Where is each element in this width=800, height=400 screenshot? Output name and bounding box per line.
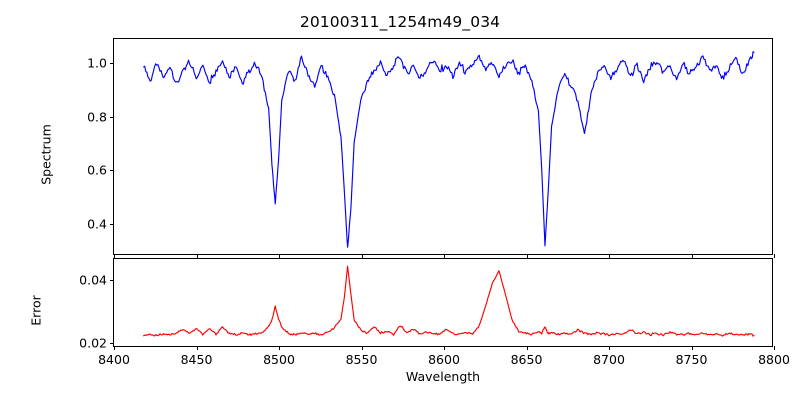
spectrum-y-tick-label: 0.4	[87, 216, 107, 232]
spectrum-y-tick	[110, 116, 114, 118]
x-tick-label: 8450	[180, 352, 213, 367]
spectrum-y-axis-label: Spectrum	[38, 124, 54, 185]
error-y-axis-label: Error	[28, 295, 44, 326]
spectrum-x-tick	[609, 254, 610, 258]
x-tick-label: 8800	[758, 352, 790, 367]
spectrum-plot-area	[114, 39, 772, 254]
spectrum-axes: 0.4 0.6 0.8 1.0	[87, 38, 775, 258]
error-x-tick	[774, 346, 775, 350]
error-y-tick	[110, 279, 114, 281]
spectrum-x-tick	[361, 254, 363, 258]
error-trace	[144, 266, 754, 336]
error-y-tick-label: 0.02	[79, 335, 107, 351]
spectrum-trace	[144, 52, 754, 247]
error-x-tick	[114, 346, 115, 350]
spectrum-y-tick	[110, 170, 114, 172]
spectrum-x-tick	[774, 254, 775, 258]
error-x-tick	[196, 346, 198, 350]
spectrum-x-tick	[279, 254, 280, 258]
x-tick-label: 8500	[263, 352, 295, 367]
x-tick-label: 8550	[345, 352, 378, 367]
error-y-tick	[110, 343, 114, 345]
x-tick-label: 8400	[98, 352, 130, 367]
spectrum-y-tick-label: 0.6	[87, 162, 107, 178]
error-x-tick	[279, 346, 280, 350]
error-x-tick	[526, 346, 528, 350]
error-x-tick	[361, 346, 363, 350]
x-tick-label: 8700	[593, 352, 625, 367]
error-y-tick-label: 0.04	[79, 272, 107, 288]
spectrum-y-tick	[110, 63, 114, 65]
x-axis-label: Wavelength	[405, 369, 481, 384]
error-plot-area	[114, 259, 772, 346]
page-title: 20100311_1254m49_034	[299, 13, 501, 31]
error-x-tick	[691, 346, 693, 350]
error-x-tick	[609, 346, 610, 350]
spectrum-x-tick	[691, 254, 693, 258]
error-axes: 0.02 0.04 8400 8450 8500 8550 8600 8650 8700 8750…	[79, 258, 790, 367]
error-x-tick	[444, 346, 445, 350]
spectrum-y-tick-label: 1.0	[87, 55, 107, 71]
spectrum-x-tick	[444, 254, 445, 258]
spectrum-x-tick	[114, 254, 115, 258]
x-tick-label: 8650	[510, 352, 543, 367]
spectrum-y-tick	[110, 223, 114, 225]
x-tick-label: 8600	[428, 352, 460, 367]
spectrum-x-tick	[526, 254, 528, 258]
x-tick-label: 8750	[675, 352, 708, 367]
spectrum-y-tick-label: 0.8	[87, 109, 107, 125]
spectrum-x-tick	[196, 254, 198, 258]
